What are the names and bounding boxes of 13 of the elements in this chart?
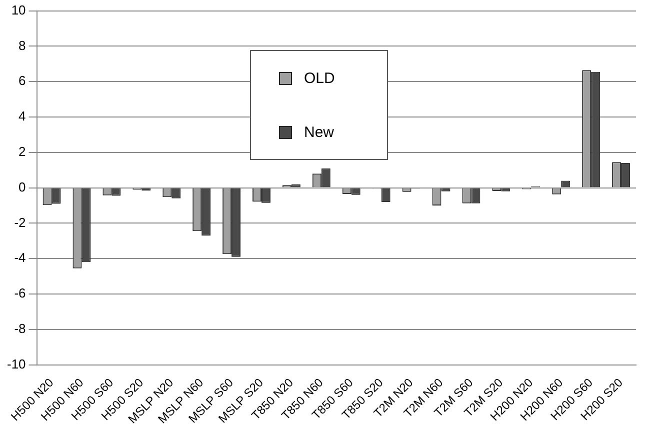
y-tick-label: 2 xyxy=(18,144,26,159)
y-tick-label: 4 xyxy=(18,108,26,124)
y-tick-label: 10 xyxy=(11,2,26,18)
y-tick-label: -8 xyxy=(14,320,26,336)
y-tick-label: 6 xyxy=(18,73,26,88)
legend-label: New xyxy=(304,124,334,140)
y-tick-label: -10 xyxy=(6,356,26,372)
y-tick-label: -4 xyxy=(14,250,26,266)
y-tick-label: -6 xyxy=(14,286,26,301)
y-tick-label: 8 xyxy=(18,38,26,53)
y-tick-label: -2 xyxy=(14,214,26,230)
y-tick-label: 0 xyxy=(18,179,26,194)
legend-label: OLD xyxy=(304,70,335,86)
